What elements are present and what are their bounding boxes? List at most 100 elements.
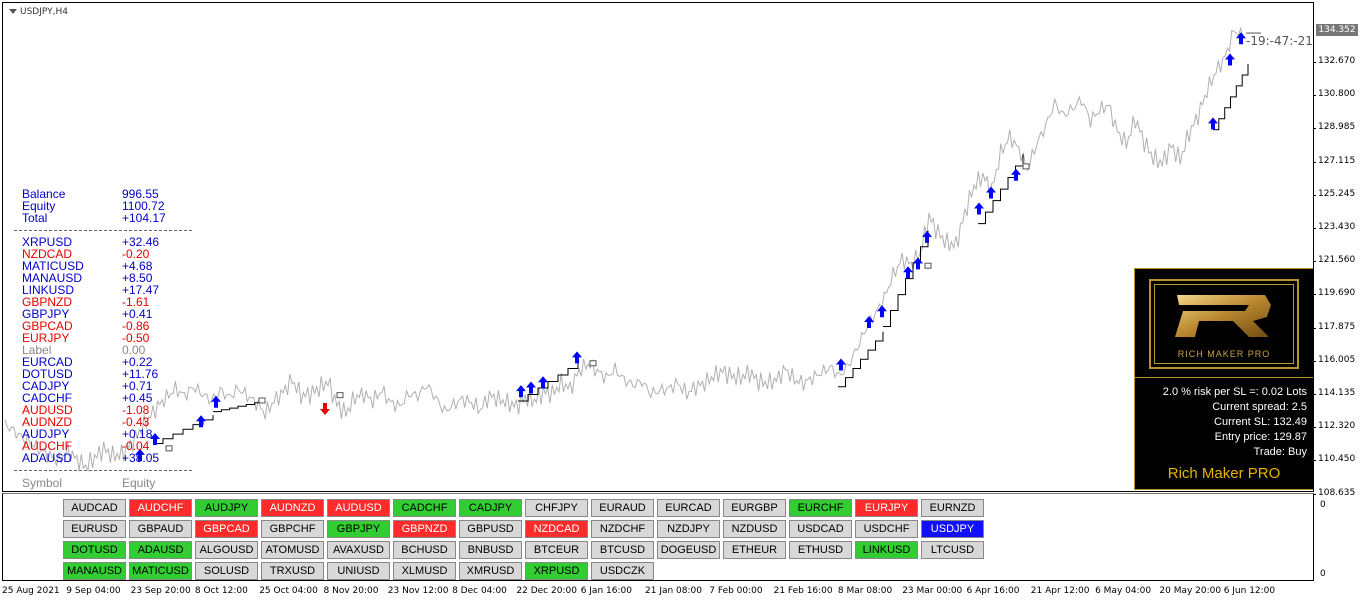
position-symbol: XRPUSD <box>22 235 73 249</box>
position-value: +17.47 <box>122 283 160 297</box>
symbol-button-gbpaud[interactable]: GBPAUD <box>129 520 192 538</box>
symbol-button-cadjpy[interactable]: CADJPY <box>459 499 522 517</box>
symbol-button-nzdcad[interactable]: NZDCAD <box>525 520 588 538</box>
symbol-button-audusd[interactable]: AUDUSD <box>327 499 390 517</box>
symbol-button-xmrusd[interactable]: XMRUSD <box>459 562 522 580</box>
date-tick-label: 25 Aug 2021 <box>2 586 60 596</box>
trade-marker-icon <box>258 397 266 404</box>
symbol-button-eurusd[interactable]: EURUSD <box>63 520 126 538</box>
symbol-button-avaxusd[interactable]: AVAXUSD <box>327 541 390 559</box>
price-tick-label: 125.245 <box>1312 188 1356 199</box>
symbol-button-audcad[interactable]: AUDCAD <box>63 499 126 517</box>
symbol-button-chfjpy[interactable]: CHFJPY <box>525 499 588 517</box>
symbol-button-usdjpy[interactable]: USDJPY <box>921 520 984 538</box>
symbol-button-xlmusd[interactable]: XLMUSD <box>393 562 456 580</box>
symbol-button-audchf[interactable]: AUDCHF <box>129 499 192 517</box>
symbol-button-dotusd[interactable]: DOTUSD <box>63 541 126 559</box>
symbol-button-ltcusd[interactable]: LTCUSD <box>921 541 984 559</box>
price-tick-label: 123.430 <box>1312 222 1356 232</box>
symbol-button-eurjpy[interactable]: EURJPY <box>855 499 918 517</box>
trailing-stop-line <box>517 362 579 402</box>
symbol-button-euraud[interactable]: EURAUD <box>591 499 654 517</box>
position-row: XRPUSD +32.46 <box>22 236 192 248</box>
trade-info: 2.0 % risk per SL =: 0.02 Lots Current s… <box>1163 385 1307 460</box>
position-symbol: LINKUSD <box>22 283 75 297</box>
panel-title: Rich Maker PRO <box>1167 465 1281 482</box>
symbol-button-etheur[interactable]: ETHEUR <box>723 541 786 559</box>
equity-label: Equity <box>22 199 56 213</box>
symbol-button-usdchf[interactable]: USDCHF <box>855 520 918 538</box>
symbol-button-audjpy[interactable]: AUDJPY <box>195 499 258 517</box>
symbol-button-atomusd[interactable]: ATOMUSD <box>261 541 324 559</box>
symbol-button-eurchf[interactable]: EURCHF <box>789 499 852 517</box>
buy-arrow-icon <box>1225 53 1235 66</box>
symbol-button-dogeusd[interactable]: DOGEUSD <box>657 541 720 559</box>
price-tick-label: 121.560 <box>1312 255 1356 266</box>
price-line <box>4 27 1244 473</box>
symbol-button-bchusd[interactable]: BCHUSD <box>393 541 456 559</box>
symbol-button-trxusd[interactable]: TRXUSD <box>261 562 324 580</box>
symbol-button-adausd[interactable]: ADAUSD <box>129 541 192 559</box>
price-tick-label: 117.875 <box>1312 321 1356 332</box>
buy-arrow-icon <box>526 381 536 394</box>
position-row: EURJPY -0.50 <box>22 332 192 344</box>
symbol-button-bnbusd[interactable]: BNBUSD <box>459 541 522 559</box>
position-row: CADCHF +0.45 <box>22 392 192 404</box>
price-tick-label: 132.670 <box>1312 56 1356 66</box>
symbol-button-eurgbp[interactable]: EURGBP <box>723 499 786 517</box>
total-value: +104.17 <box>122 211 166 225</box>
position-value: +0.22 <box>122 355 153 369</box>
symbol-button-gbpjpy[interactable]: GBPJPY <box>327 520 390 538</box>
candle-countdown: -19:-47:-21 <box>1246 34 1313 48</box>
trade-marker-icon <box>589 360 597 367</box>
date-tick-label: 6 Jun 12:00 <box>1223 586 1276 596</box>
risk-line: 2.0 % risk per SL =: 0.02 Lots <box>1162 386 1307 398</box>
position-symbol: AUDCHF <box>22 439 72 453</box>
chart-title[interactable]: USDJPY,H4 <box>9 7 68 17</box>
symbol-button-linkusd[interactable]: LINKUSD <box>855 541 918 559</box>
position-row: GBPJPY +0.41 <box>22 308 192 320</box>
symbol-button-nzdjpy[interactable]: NZDJPY <box>657 520 720 538</box>
symbol-button-ethusd[interactable]: ETHUSD <box>789 541 852 559</box>
price-chart-area[interactable]: USDJPY,H4 -19:-47:-21 Balance 996.55 Equi… <box>2 2 1314 492</box>
price-tick-label: 108.635 <box>1312 487 1356 498</box>
buy-arrow-icon <box>1208 117 1218 130</box>
buy-arrow-icon <box>864 315 874 328</box>
symbol-button-gbpcad[interactable]: GBPCAD <box>195 520 258 538</box>
price-tick-label: 130.800 <box>1312 89 1356 100</box>
symbol-button-eurcad[interactable]: EURCAD <box>657 499 720 517</box>
symbol-button-audnzd[interactable]: AUDNZD <box>261 499 324 517</box>
position-row: MANAUSD +8.50 <box>22 272 192 284</box>
symbol-button-usdcad[interactable]: USDCAD <box>789 520 852 538</box>
symbol-button-nzdusd[interactable]: NZDUSD <box>723 520 786 538</box>
symbol-button-uniusd[interactable]: UNIUSD <box>327 562 390 580</box>
symbol-button-algousd[interactable]: ALGOUSD <box>195 541 258 559</box>
trailing-stop-line <box>837 331 884 388</box>
position-row: AUDUSD -1.08 <box>22 404 192 416</box>
position-value: +0.18 <box>122 427 153 441</box>
symbol-button-nzdchf[interactable]: NZDCHF <box>591 520 654 538</box>
symbol-button-maticusd[interactable]: MATICUSD <box>129 562 192 580</box>
symbol-button-usdczk[interactable]: USDCZK <box>591 562 654 580</box>
symbol-button-cadchf[interactable]: CADCHF <box>393 499 456 517</box>
price-scale[interactable]: 132.670 130.800 128.985 127.115 125.245 123.4… <box>1312 2 1362 582</box>
chart-menu-triangle-icon[interactable] <box>9 9 17 14</box>
date-tick-label: 7 Feb 00:00 <box>709 586 763 596</box>
symbol-button-btceur[interactable]: BTCEUR <box>525 541 588 559</box>
position-row: AUDJPY +0.18 <box>22 428 192 440</box>
symbol-button-btcusd[interactable]: BTCUSD <box>591 541 654 559</box>
symbol-button-xrpusd[interactable]: XRPUSD <box>525 562 588 580</box>
balance-value: 996.55 <box>122 187 159 201</box>
position-symbol: EURJPY <box>22 331 70 345</box>
symbol-button-gbpusd[interactable]: GBPUSD <box>459 520 522 538</box>
symbol-button-gbpnzd[interactable]: GBPNZD <box>393 520 456 538</box>
position-value: +8.50 <box>122 271 153 285</box>
symbol-button-gbpchf[interactable]: GBPCHF <box>261 520 324 538</box>
symbol-button-manausd[interactable]: MANAUSD <box>63 562 126 580</box>
position-symbol: CADJPY <box>22 379 70 393</box>
symbol-button-eurnzd[interactable]: EURNZD <box>921 499 984 517</box>
symbol-button-solusd[interactable]: SOLUSD <box>195 562 258 580</box>
date-tick-label: 21 Apr 12:00 <box>1030 586 1090 596</box>
buy-arrow-icon <box>572 351 582 364</box>
position-value: 0.00 <box>122 343 146 357</box>
